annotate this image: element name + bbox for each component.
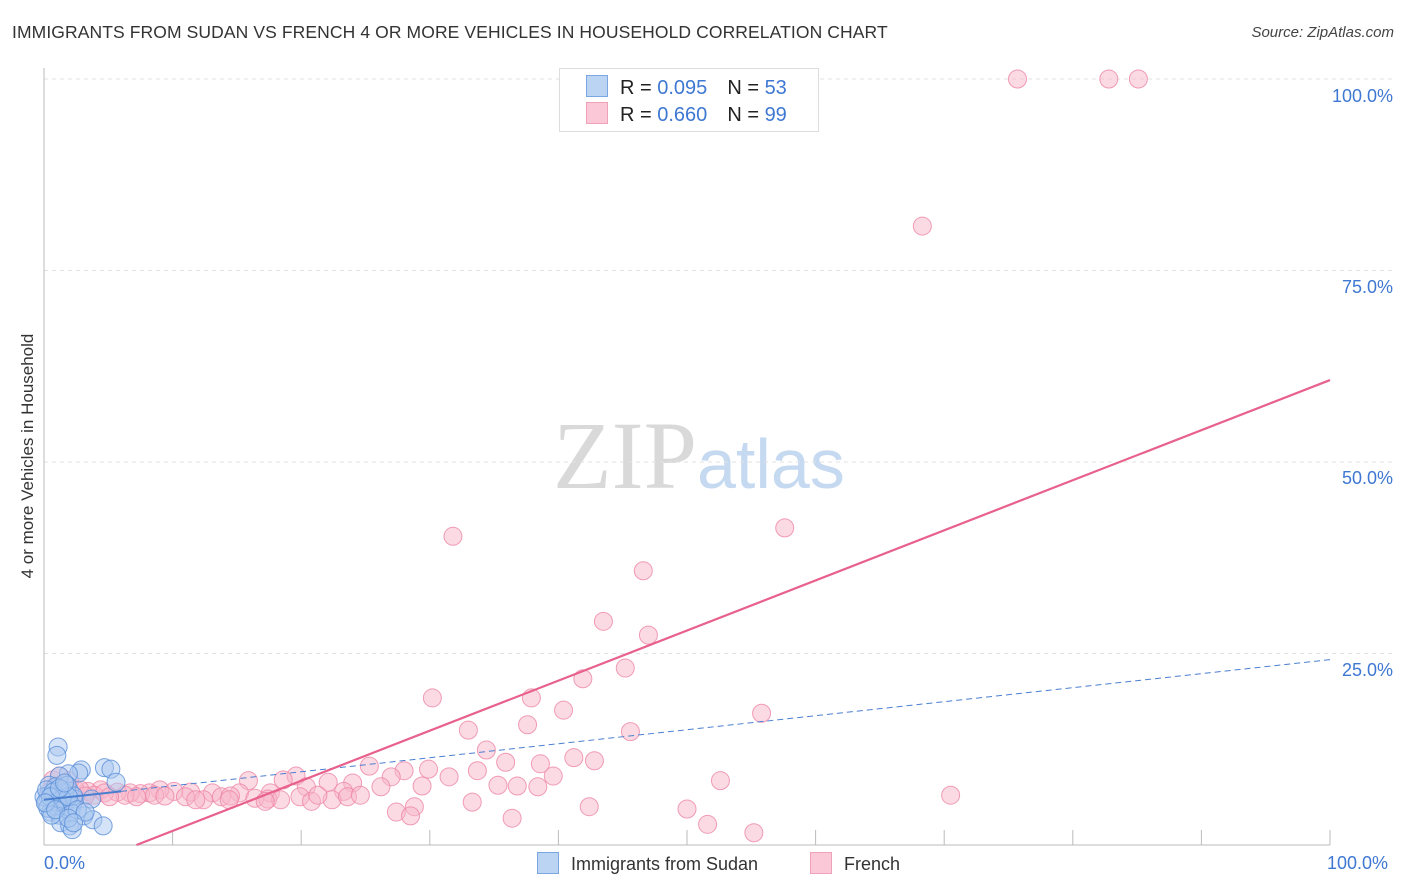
french-point [488, 775, 508, 795]
sudan-trendline-dashed [121, 659, 1331, 792]
french-point [422, 688, 442, 708]
french-point [458, 720, 478, 740]
french-point [476, 740, 496, 760]
french-point [620, 722, 640, 742]
french-point [638, 625, 658, 645]
watermark-atlas: atlas [697, 425, 845, 503]
french-point [155, 786, 175, 806]
french-point [564, 748, 584, 768]
sudan-point [106, 772, 126, 792]
french-point [579, 797, 599, 817]
blue-swatch-icon [586, 75, 608, 97]
french-point [496, 752, 516, 772]
legend-label: French [844, 854, 901, 874]
french-point [593, 611, 613, 631]
french-point [941, 785, 961, 805]
legend-item-french[interactable]: French [810, 852, 900, 875]
french-point [584, 751, 604, 771]
sudan-point [47, 745, 67, 765]
x-tick-label: 0.0% [44, 853, 86, 873]
chart-title: IMMIGRANTS FROM SUDAN VS FRENCH 4 OR MOR… [12, 22, 888, 42]
french-point [507, 776, 527, 796]
y-tick-label: 75.0% [1341, 277, 1393, 297]
y-tick-label: 100.0% [1331, 86, 1393, 106]
french-point [912, 216, 932, 236]
french-point [462, 792, 482, 812]
r-label: R = [620, 77, 658, 99]
legend-row-sudan: R = 0.095 N = 53 [586, 75, 787, 99]
french-point [401, 806, 421, 826]
french-point [419, 759, 439, 779]
french-point [710, 771, 730, 791]
french-point [543, 766, 563, 786]
sudan-point [55, 773, 75, 793]
french-point [573, 669, 593, 689]
pink-swatch-icon [810, 852, 832, 874]
source-label: Source: ZipAtlas.com [1251, 24, 1394, 41]
french-point [677, 799, 697, 819]
french-point [1008, 69, 1028, 89]
french-point [467, 761, 487, 781]
french-point [615, 658, 635, 678]
blue-swatch-icon [537, 852, 559, 874]
sudan-point [93, 816, 113, 836]
stats-legend: R = 0.095 N = 53 R = 0.660 N = 99 [559, 68, 819, 132]
pink-swatch-icon [586, 102, 608, 124]
french-point [350, 785, 370, 805]
sudan-point [64, 813, 84, 833]
french-point [752, 703, 772, 723]
r-value: 0.095 [657, 77, 708, 99]
n-label: N = [727, 77, 765, 99]
french-point [554, 700, 574, 720]
french-point [439, 767, 459, 787]
french-point [412, 776, 432, 796]
french-point [775, 518, 795, 538]
legend-row-french: R = 0.660 N = 99 [586, 102, 787, 126]
legend-item-sudan[interactable]: Immigrants from Sudan [537, 852, 758, 875]
y-tick-label: 50.0% [1341, 468, 1393, 488]
french-point [528, 777, 548, 797]
x-tick-label: 100.0% [1327, 853, 1389, 873]
watermark-zip: ZIP [553, 402, 697, 509]
y-tick-label: 25.0% [1341, 660, 1393, 680]
watermark: ZIPatlas [553, 400, 845, 511]
french-point [308, 785, 328, 805]
french-point [127, 787, 147, 807]
sudan-trendline-solid [43, 790, 122, 801]
r-value: 0.660 [657, 104, 708, 126]
french-point [633, 561, 653, 581]
french-trendline [136, 379, 1331, 847]
french-point [359, 756, 379, 776]
french-point [502, 808, 522, 828]
n-value: 99 [764, 104, 787, 126]
french-point [518, 715, 538, 735]
french-point [530, 754, 550, 774]
french-point [1128, 69, 1148, 89]
french-point [371, 777, 391, 797]
r-label: R = [620, 104, 658, 126]
french-point [744, 823, 764, 843]
n-value: 53 [764, 77, 787, 99]
n-label: N = [727, 104, 765, 126]
french-point [1099, 69, 1119, 89]
french-point [698, 814, 718, 834]
legend-label: Immigrants from Sudan [571, 854, 759, 874]
french-point [186, 790, 206, 810]
french-point [443, 526, 463, 546]
